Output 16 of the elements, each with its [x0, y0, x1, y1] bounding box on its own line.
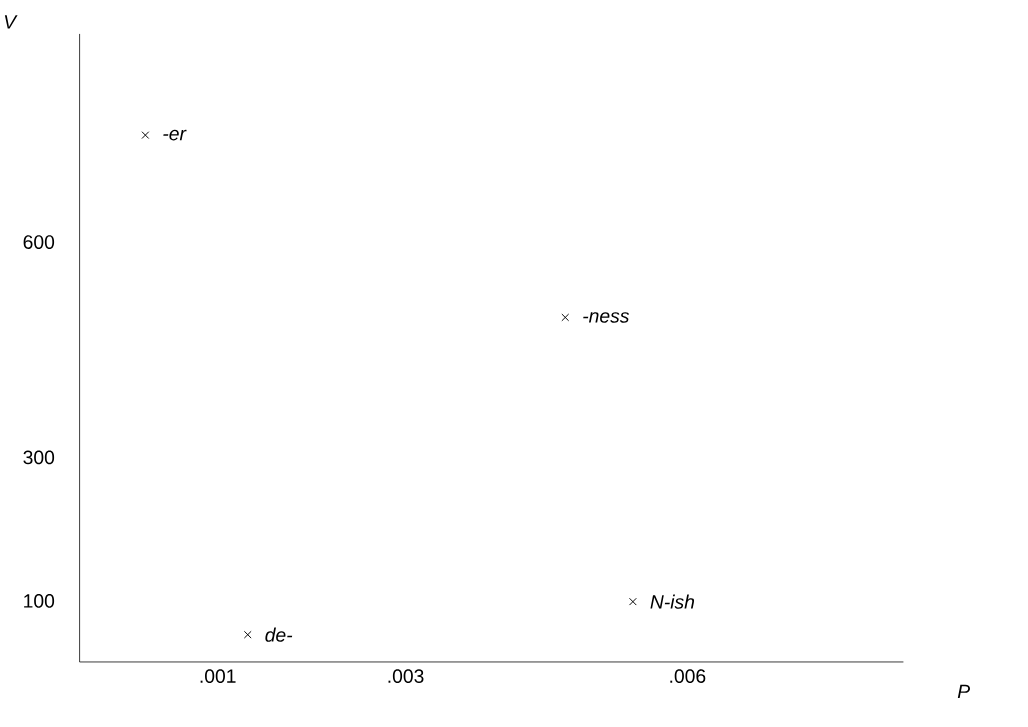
point [141, 131, 150, 140]
x-tick-label: .003 [388, 669, 424, 683]
x-axis-title: P [957, 684, 970, 699]
annotation: -ness [583, 312, 630, 323]
y-tick-label: 100 [24, 594, 55, 608]
y-tick-label: 600 [23, 235, 55, 249]
x-tick-label: .006 [670, 669, 706, 683]
y-axis-title: V [4, 15, 18, 29]
point [628, 597, 637, 606]
y-tick-label: 300 [23, 450, 55, 465]
annotation: N-ish [650, 594, 695, 609]
point [243, 630, 252, 639]
x-tick-label: .001 [200, 669, 236, 683]
point [561, 313, 570, 322]
annotation: -er [163, 129, 187, 141]
annotation: de- [265, 627, 293, 642]
